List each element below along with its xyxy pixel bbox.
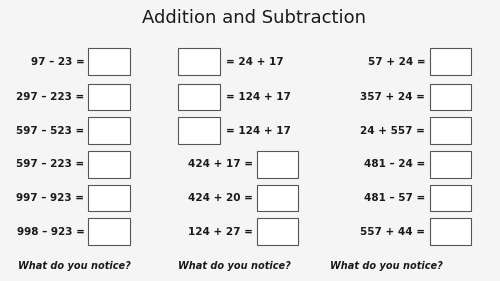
Text: 481 – 57 =: 481 – 57 = bbox=[364, 193, 425, 203]
FancyBboxPatch shape bbox=[88, 84, 130, 110]
FancyBboxPatch shape bbox=[178, 48, 220, 75]
Text: What do you notice?: What do you notice? bbox=[330, 260, 443, 271]
FancyBboxPatch shape bbox=[430, 48, 472, 75]
Text: 24 + 557 =: 24 + 557 = bbox=[360, 126, 425, 136]
FancyBboxPatch shape bbox=[256, 151, 298, 178]
FancyBboxPatch shape bbox=[430, 84, 472, 110]
Text: 424 + 20 =: 424 + 20 = bbox=[188, 193, 252, 203]
FancyBboxPatch shape bbox=[430, 117, 472, 144]
Text: 297 – 223 =: 297 – 223 = bbox=[16, 92, 84, 102]
FancyBboxPatch shape bbox=[88, 117, 130, 144]
FancyBboxPatch shape bbox=[88, 219, 130, 245]
Text: 481 – 24 =: 481 – 24 = bbox=[364, 159, 425, 169]
Text: 124 + 27 =: 124 + 27 = bbox=[188, 227, 252, 237]
Text: 597 – 223 =: 597 – 223 = bbox=[16, 159, 84, 169]
FancyBboxPatch shape bbox=[430, 219, 472, 245]
FancyBboxPatch shape bbox=[88, 185, 130, 211]
Text: 998 – 923 =: 998 – 923 = bbox=[16, 227, 84, 237]
FancyBboxPatch shape bbox=[88, 151, 130, 178]
FancyBboxPatch shape bbox=[178, 84, 220, 110]
Text: What do you notice?: What do you notice? bbox=[18, 260, 131, 271]
Text: What do you notice?: What do you notice? bbox=[178, 260, 290, 271]
Text: 97 – 23 =: 97 – 23 = bbox=[30, 57, 84, 67]
Text: = 124 + 17: = 124 + 17 bbox=[226, 92, 290, 102]
FancyBboxPatch shape bbox=[88, 48, 130, 75]
Text: 557 + 44 =: 557 + 44 = bbox=[360, 227, 425, 237]
Text: 57 + 24 =: 57 + 24 = bbox=[368, 57, 425, 67]
Text: 424 + 17 =: 424 + 17 = bbox=[188, 159, 252, 169]
Text: 357 + 24 =: 357 + 24 = bbox=[360, 92, 425, 102]
FancyBboxPatch shape bbox=[256, 219, 298, 245]
FancyBboxPatch shape bbox=[178, 117, 220, 144]
Text: 997 – 923 =: 997 – 923 = bbox=[16, 193, 84, 203]
FancyBboxPatch shape bbox=[430, 151, 472, 178]
Text: = 124 + 17: = 124 + 17 bbox=[226, 126, 290, 136]
Text: Addition and Subtraction: Addition and Subtraction bbox=[142, 9, 366, 27]
FancyBboxPatch shape bbox=[256, 185, 298, 211]
Text: = 24 + 17: = 24 + 17 bbox=[226, 57, 283, 67]
Text: 597 – 523 =: 597 – 523 = bbox=[16, 126, 84, 136]
FancyBboxPatch shape bbox=[430, 185, 472, 211]
